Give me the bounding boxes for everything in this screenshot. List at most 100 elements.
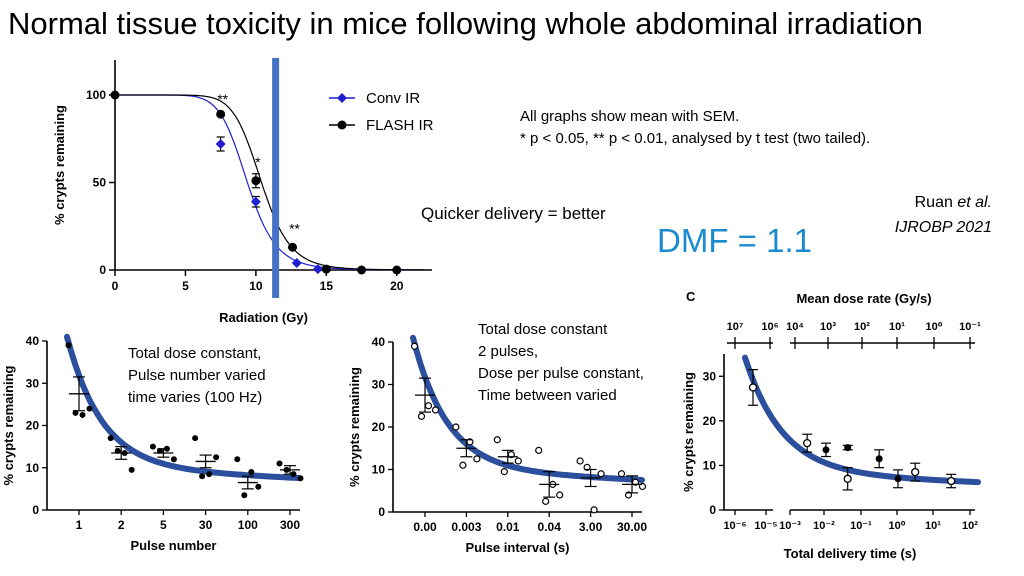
- delivery-top-axis-title: Mean dose rate (Gy/s): [796, 291, 931, 306]
- pulse-interval-x-tick-label: 0.00: [413, 520, 437, 534]
- significance-marker: *: [255, 154, 261, 170]
- delivery-top-tick-label: 10⁻¹: [959, 321, 981, 333]
- delivery-open-point: [947, 476, 956, 486]
- pulse-interval-x-tick-label: 30.00: [617, 520, 647, 534]
- pulse-interval-data-point: [459, 461, 467, 469]
- conv-ir-point: [250, 196, 261, 207]
- pulse-interval-data-point: [431, 406, 440, 414]
- delivery-y-tick-label: 10: [703, 458, 717, 472]
- delivery-x-tick-label: 10²: [962, 520, 978, 532]
- dose-x-tick-label: 20: [390, 279, 404, 293]
- flash-fit-curve: [115, 94, 424, 271]
- delivery-fit-curve: [742, 354, 981, 486]
- pulse-number-data-point: [241, 492, 248, 499]
- delivery-filled-point: [894, 475, 902, 483]
- statistics-note-line1: All graphs show mean with SEM.: [520, 108, 740, 125]
- statistics-note: All graphs show mean with SEM. * p < 0.0…: [520, 106, 870, 150]
- pulse-number-x-tick-label: 2: [118, 518, 125, 532]
- pulse-interval-data-point: [590, 506, 598, 514]
- delivery-y-tick-label: 0: [709, 503, 716, 517]
- flash-ir-point: [288, 242, 298, 252]
- pulse-interval-x-tick-label: 0.01: [496, 520, 520, 534]
- dose-x-tick-label: 10: [249, 279, 263, 293]
- delivery-x-tick-label: 10⁻⁵: [754, 520, 777, 532]
- delivery-x-tick-label: 10⁰: [888, 520, 905, 532]
- pulse-interval-y-tick-label: 20: [372, 420, 386, 434]
- delivery-x-tick-label: 10¹: [925, 520, 941, 532]
- dose-y-axis-title: % crypts remaining: [52, 105, 67, 225]
- pulse-number-y-tick-label: 10: [26, 461, 40, 475]
- significance-marker: **: [217, 91, 228, 107]
- conv-ir-point: [215, 139, 226, 149]
- pulse-interval-data-point: [452, 423, 460, 431]
- delivery-top-tick-label: 10⁴: [786, 321, 804, 333]
- delivery-x-tick-label: 10⁻¹: [850, 520, 872, 532]
- pulse-number-x-tick-label: 5: [160, 518, 167, 532]
- pulse-number-data-point: [213, 454, 220, 461]
- conv-ir-point: [312, 264, 323, 275]
- pulse-number-description-line: time varies (100 Hz): [128, 389, 262, 406]
- pulse-interval-data-point: [597, 470, 605, 478]
- pulse-interval-description-line: 2 pulses,: [478, 343, 538, 360]
- delivery-top-tick-label: 10³: [820, 321, 836, 333]
- citation-journal: IJROBP 2021: [894, 219, 992, 236]
- delivery-y-tick-label: 30: [703, 369, 717, 383]
- pulse-interval-x-tick-label: 3.00: [579, 520, 603, 534]
- delivery-open-point: [843, 474, 852, 483]
- delivery-x-tick-label: 10⁻²: [813, 520, 835, 532]
- legend-flash-label: FLASH IR: [366, 117, 434, 134]
- pulse-interval-y-axis-title: % crypts remaining: [347, 367, 362, 487]
- pulse-number-data-point: [192, 435, 199, 442]
- pulse-number-x-tick-label: 30: [199, 518, 213, 532]
- pulse-interval-y-tick-label: 10: [372, 463, 386, 477]
- pulse-interval-description-line: Total dose constant: [478, 321, 608, 338]
- pulse-interval-description-line: Dose per pulse constant,: [478, 365, 644, 382]
- pulse-number-data-point: [72, 409, 79, 416]
- delivery-top-tick-label: 10⁶: [761, 321, 778, 333]
- delivery-top-tick-label: 10⁰: [925, 321, 942, 333]
- delivery-filled-point: [875, 455, 883, 463]
- pulse-interval-data-point: [424, 402, 433, 410]
- dose-y-tick-label: 100: [86, 88, 106, 102]
- pulse-number-data-point: [199, 473, 206, 480]
- citation-author-line: Ruan et al.: [870, 190, 992, 215]
- pulse-number-y-axis-title: % crypts remaining: [1, 365, 16, 485]
- legend-conv-marker: [337, 93, 347, 103]
- pulse-interval-data-point: [500, 468, 508, 476]
- pulse-interval-x-axis-title: Pulse interval (s): [465, 540, 569, 555]
- pulse-interval-x-tick-label: 0.04: [538, 520, 562, 534]
- dose-x-axis-title: Radiation (Gy): [219, 310, 308, 325]
- flash-ir-point: [110, 90, 120, 100]
- pulse-number-fit-curve: [64, 333, 303, 482]
- dose-y-tick-label: 0: [99, 263, 106, 277]
- flash-ir-point: [216, 109, 226, 119]
- dmf-label: DMF = 1.1: [657, 222, 812, 259]
- pulse-number-x-tick-label: 1: [76, 518, 83, 532]
- statistics-note-line2: * p < 0.05, ** p < 0.01, analysed by t t…: [520, 130, 871, 147]
- flash-ir-point: [392, 265, 402, 275]
- pulse-interval-data-point: [473, 455, 481, 463]
- flash-ir-point: [251, 176, 261, 186]
- pulse-interval-y-tick-label: 40: [372, 335, 386, 349]
- delivery-top-tick-label: 10¹: [889, 321, 905, 333]
- significance-marker: **: [289, 220, 300, 236]
- pulse-number-data-point: [86, 405, 93, 412]
- pulse-interval-data-point: [583, 463, 591, 471]
- pulse-number-x-tick-label: 300: [280, 518, 300, 532]
- pulse-interval-data-point: [514, 457, 522, 465]
- pulse-number-data-point: [255, 483, 262, 490]
- pulse-number-data-point: [234, 456, 241, 463]
- delivery-top-tick-label: 10²: [854, 321, 870, 333]
- legend-conv-label: Conv IR: [366, 90, 420, 107]
- pulse-number-data-point: [170, 456, 177, 463]
- pulse-interval-description-line: Time between varied: [478, 387, 617, 404]
- pulse-number-x-axis-title: Pulse number: [131, 538, 217, 553]
- pulse-interval-data-point: [542, 497, 550, 505]
- pulse-number-y-tick-label: 40: [26, 334, 40, 348]
- pulse-interval-data-point: [617, 470, 626, 478]
- dose-x-tick-label: 0: [112, 279, 119, 293]
- pulse-interval-y-tick-label: 30: [372, 378, 386, 392]
- delivery-y-axis-title: % crypts remaining: [681, 372, 696, 492]
- delivery-filled-point: [822, 446, 830, 454]
